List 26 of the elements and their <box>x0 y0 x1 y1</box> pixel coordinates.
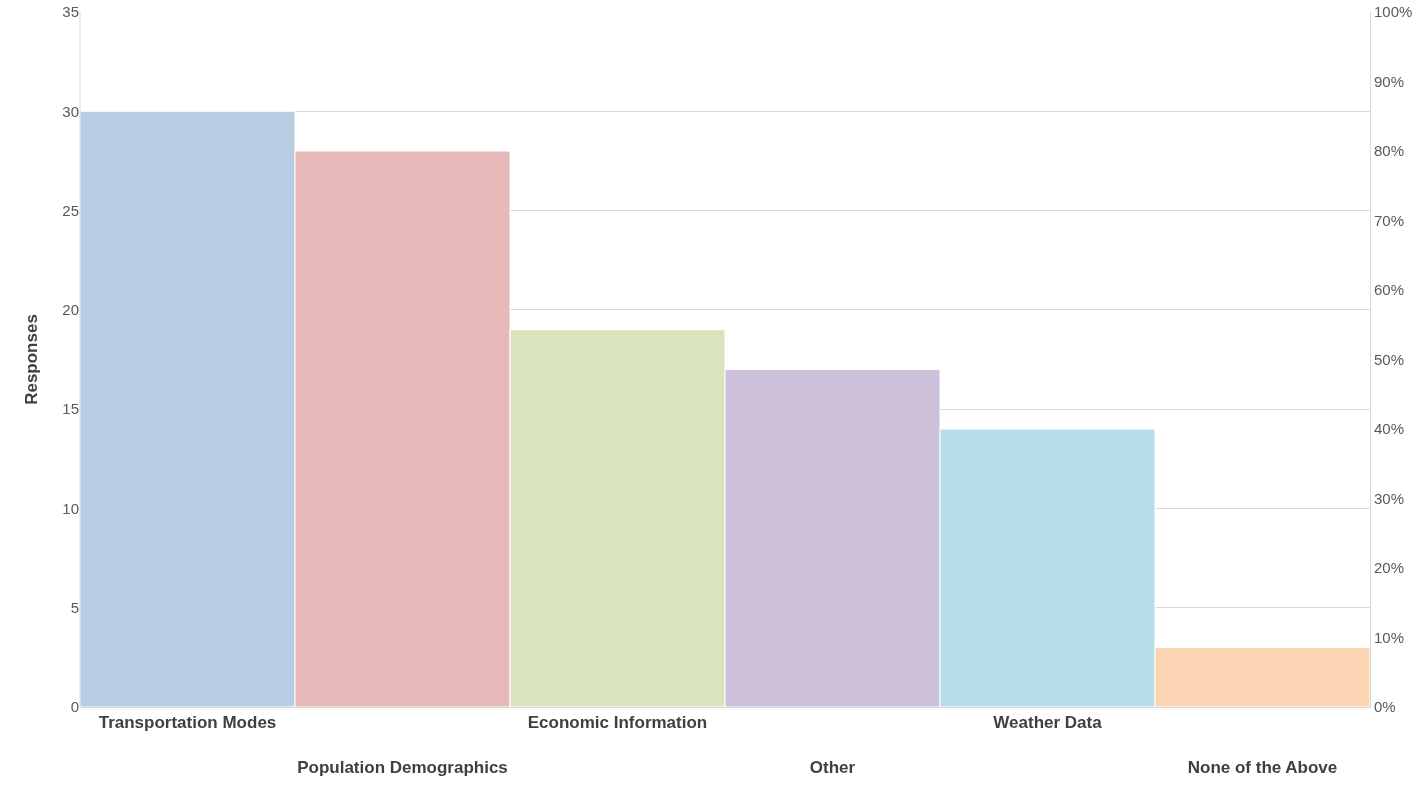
y2-tick-label: 40% <box>1374 420 1405 438</box>
y2-tick-label: 60% <box>1374 281 1405 299</box>
y-tick-label: 25 <box>62 201 79 219</box>
y-tick-label: 30 <box>62 102 79 120</box>
x-tick-label: Other <box>809 757 856 777</box>
y-tick-label: 15 <box>62 400 79 418</box>
x-tick-label: Weather Data <box>993 713 1103 733</box>
y2-tick-label: 100% <box>1374 3 1413 21</box>
y-tick-label: 35 <box>62 3 79 21</box>
y2-tick-label: 30% <box>1374 489 1405 507</box>
y-tick-label: 20 <box>62 301 79 319</box>
y2-tick-label: 80% <box>1374 142 1405 160</box>
y2-tick-label: 10% <box>1374 628 1405 646</box>
x-tick-label: None of the Above <box>1187 757 1338 777</box>
y-tick-label: 0 <box>70 698 79 716</box>
y2-tick-label: 20% <box>1374 559 1405 577</box>
y-tick-label: 5 <box>70 598 79 616</box>
x-tick-label: Economic Information <box>527 713 708 733</box>
y2-tick-label: 0% <box>1374 698 1396 716</box>
x-tick-label: Population Demographics <box>297 757 508 777</box>
x-tick-label: Transportation Modes <box>98 713 277 733</box>
y-axis-title: Responses <box>21 314 41 405</box>
y2-tick-label: 50% <box>1374 350 1405 368</box>
y2-tick-label: 90% <box>1374 72 1405 90</box>
y-tick-label: 10 <box>62 499 79 517</box>
y2-tick-label: 70% <box>1374 211 1405 229</box>
